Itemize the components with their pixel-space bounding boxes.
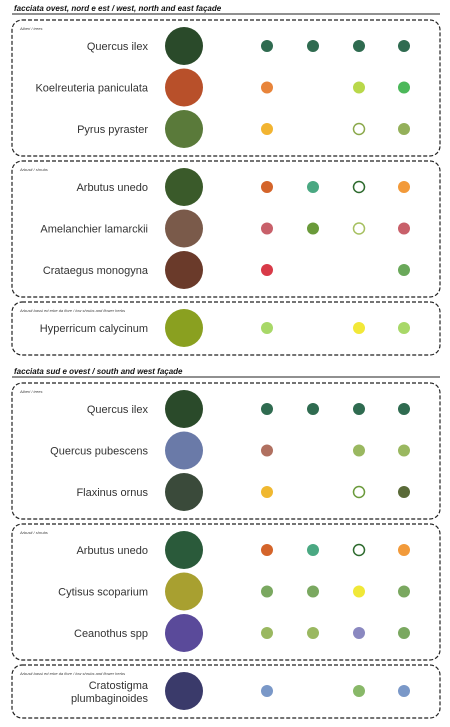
dot [261, 585, 273, 598]
dot [398, 444, 410, 457]
dot [398, 544, 410, 556]
dot [261, 264, 273, 276]
plant-photo [165, 473, 203, 511]
dot [261, 81, 273, 94]
dot [353, 81, 365, 94]
dot [353, 685, 365, 697]
plant-photo [165, 110, 203, 148]
group-box [11, 664, 441, 719]
section-heading: facciata sud e ovest / south and west fa… [14, 367, 183, 376]
group-label: Alberi / trees [19, 26, 42, 31]
group-label: Alberi / trees [19, 389, 42, 394]
plant-name: Arbutus unedo [76, 545, 148, 557]
dot [398, 486, 410, 498]
dot [353, 403, 365, 415]
plant-name: Ceanothus spp [74, 628, 148, 640]
plant-photo [165, 390, 203, 428]
dot [353, 444, 365, 457]
dot [261, 403, 273, 415]
dot-hollow [352, 180, 366, 194]
dot [261, 544, 273, 556]
section-heading: facciata ovest, nord e est / west, north… [14, 4, 222, 13]
plant-name: Cratostigma plumbaginoides [71, 680, 149, 705]
group-label: Arbusti bassi ed erbe da fiore / low shr… [19, 308, 125, 313]
plant-name: Amelanchier lamarckii [40, 224, 148, 236]
dot [398, 81, 410, 94]
dot [261, 322, 273, 334]
dot [261, 444, 273, 457]
dot [398, 181, 410, 193]
dot [307, 627, 319, 639]
dot [353, 585, 365, 598]
group-label: Arbusti / shrubs [19, 530, 48, 535]
dot [398, 403, 410, 415]
plant-name: Quercus pubescens [50, 446, 148, 458]
plant-photo [165, 251, 203, 289]
dot [261, 685, 273, 697]
dot [307, 544, 319, 556]
group-box [11, 382, 441, 520]
plant-name: Quercus ilex [87, 404, 149, 416]
dot [307, 222, 319, 235]
plant-name: Quercus ilex [87, 41, 149, 53]
dot [353, 627, 365, 639]
plant-name-line: plumbaginoides [71, 693, 149, 705]
dot [261, 40, 273, 52]
dot [398, 627, 410, 639]
dot [307, 585, 319, 598]
dot [398, 685, 410, 697]
dot [398, 222, 410, 235]
plant-photo [165, 572, 203, 611]
dot [398, 264, 410, 276]
plant-photo [165, 168, 203, 206]
plant-name: Cytisus scoparium [58, 587, 148, 599]
plant-name: Arbutus unedo [76, 182, 148, 194]
plant-photo [165, 27, 203, 65]
dot-hollow [352, 543, 366, 557]
dot [398, 322, 410, 334]
dot [353, 40, 365, 52]
dot [398, 123, 410, 135]
plant-photo [165, 431, 203, 470]
group-box [11, 301, 441, 356]
dot [261, 627, 273, 639]
plant-photo [165, 309, 203, 347]
plant-name-line: Cratostigma [89, 680, 149, 692]
group-box [11, 19, 441, 157]
plant-photo [165, 672, 203, 710]
plant-photo [165, 531, 203, 569]
plant-name: Crataegus monogyna [43, 265, 149, 277]
dot-hollow [352, 122, 366, 136]
dot [261, 486, 273, 498]
dot [398, 585, 410, 598]
group-label: Arbusti / shrubs [19, 167, 48, 172]
plant-name: Koelreuteria paniculata [35, 83, 148, 95]
plant-photo [165, 209, 203, 248]
plant-name: Hyperricum calycinum [40, 323, 148, 335]
group-box [11, 160, 441, 298]
group-box [11, 523, 441, 661]
dot [353, 322, 365, 334]
dot [261, 222, 273, 235]
plant-name: Flaxinus ornus [76, 487, 148, 499]
dot [307, 40, 319, 52]
dot [398, 40, 410, 52]
dot [261, 181, 273, 193]
group-label: Arbusti bassi ed erbe da fiore / low shr… [19, 671, 125, 676]
dot [261, 123, 273, 135]
plant-photo [165, 68, 203, 107]
dot-hollow [352, 222, 366, 235]
plant-photo [165, 614, 203, 652]
dot [307, 403, 319, 415]
dot-hollow [352, 485, 366, 499]
plant-name: Pyrus pyraster [77, 124, 148, 136]
dot [307, 181, 319, 193]
